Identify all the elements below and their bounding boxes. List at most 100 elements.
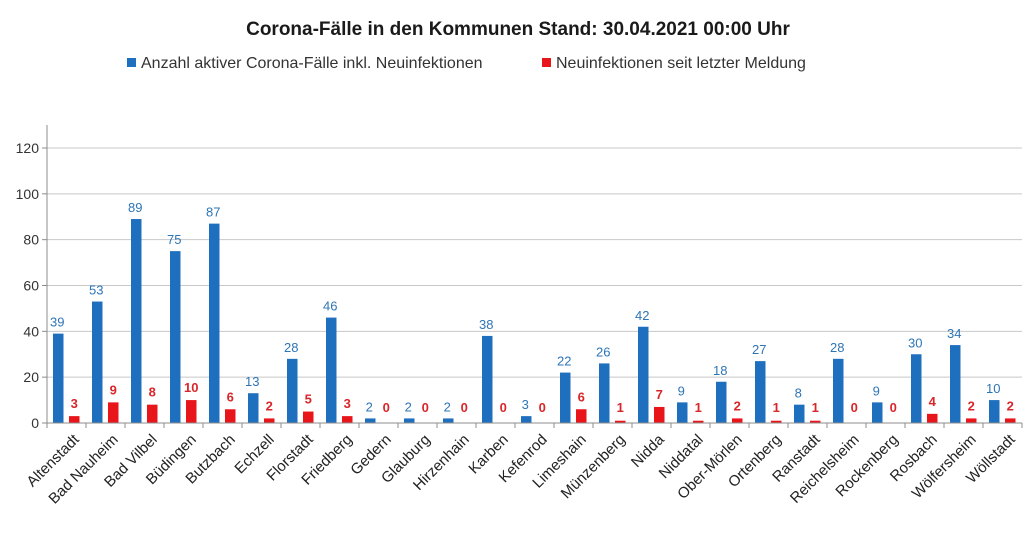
legend-label-active-cases: Anzahl aktiver Corona-Fälle inkl. Neuinf… bbox=[141, 55, 483, 72]
bar-active-cases bbox=[482, 335, 493, 423]
bar-active-cases bbox=[794, 404, 805, 423]
bar-active-cases bbox=[92, 301, 103, 423]
bar-active-cases bbox=[404, 418, 415, 423]
bar-new-infections bbox=[69, 416, 80, 423]
data-label-active-cases: 46 bbox=[323, 299, 337, 314]
data-label-new-infections: 6 bbox=[578, 389, 585, 404]
data-label-active-cases: 53 bbox=[89, 283, 103, 298]
bar-new-infections bbox=[147, 404, 158, 423]
bar-active-cases bbox=[443, 418, 454, 423]
bar-new-infections bbox=[810, 420, 821, 423]
bar-new-infections bbox=[1005, 418, 1016, 423]
bars bbox=[53, 219, 1016, 423]
data-label-active-cases: 13 bbox=[245, 374, 259, 389]
chart-title: Corona-Fälle in den Kommunen Stand: 30.0… bbox=[246, 19, 790, 40]
bar-active-cases bbox=[287, 358, 298, 423]
bar-active-cases bbox=[521, 416, 532, 423]
data-label-new-infections: 8 bbox=[149, 385, 156, 400]
data-label-active-cases: 2 bbox=[366, 399, 373, 414]
bar-new-infections bbox=[654, 406, 665, 423]
y-tick-label: 40 bbox=[23, 323, 39, 339]
bar-new-infections bbox=[225, 409, 236, 423]
bar-active-cases bbox=[365, 418, 376, 423]
data-label-new-infections: 1 bbox=[695, 400, 702, 415]
bar-new-infections bbox=[615, 420, 626, 423]
bar-active-cases bbox=[209, 223, 220, 423]
data-label-active-cases: 42 bbox=[635, 308, 649, 323]
bar-active-cases bbox=[872, 402, 883, 423]
bar-new-infections bbox=[264, 418, 275, 423]
data-label-active-cases: 9 bbox=[678, 383, 685, 398]
data-label-new-infections: 0 bbox=[422, 400, 429, 415]
bar-active-cases bbox=[989, 400, 1000, 423]
data-label-active-cases: 9 bbox=[873, 383, 880, 398]
bar-new-infections bbox=[732, 418, 743, 423]
bar-active-cases bbox=[326, 317, 337, 423]
data-label-new-infections: 10 bbox=[184, 380, 198, 395]
bar-new-infections bbox=[966, 418, 977, 423]
data-label-new-infections: 1 bbox=[617, 400, 624, 415]
data-label-active-cases: 18 bbox=[713, 363, 727, 378]
data-label-new-infections: 2 bbox=[968, 398, 975, 413]
bar-new-infections bbox=[342, 416, 353, 423]
data-label-active-cases: 39 bbox=[50, 315, 64, 330]
legend-label-new-infections: Neuinfektionen seit letzter Meldung bbox=[556, 55, 806, 72]
bar-active-cases bbox=[638, 326, 649, 423]
y-tick-label: 60 bbox=[23, 278, 39, 294]
data-label-active-cases: 75 bbox=[167, 232, 181, 247]
data-label-new-infections: 4 bbox=[929, 394, 937, 409]
y-tick-label: 0 bbox=[31, 415, 39, 431]
data-label-active-cases: 28 bbox=[830, 340, 844, 355]
data-label-new-infections: 2 bbox=[266, 398, 273, 413]
data-label-active-cases: 26 bbox=[596, 344, 610, 359]
bar-new-infections bbox=[108, 402, 119, 423]
data-label-active-cases: 3 bbox=[522, 397, 529, 412]
data-label-active-cases: 34 bbox=[947, 326, 961, 341]
bar-active-cases bbox=[677, 402, 688, 423]
bar-new-infections bbox=[693, 420, 704, 423]
data-label-new-infections: 1 bbox=[812, 400, 819, 415]
data-label-new-infections: 0 bbox=[500, 400, 507, 415]
bar-active-cases bbox=[53, 333, 64, 423]
bar-new-infections bbox=[927, 413, 938, 423]
bar-active-cases bbox=[131, 219, 142, 423]
y-tick-label: 100 bbox=[16, 186, 40, 202]
bar-new-infections bbox=[771, 420, 782, 423]
bar-active-cases bbox=[560, 372, 571, 423]
data-label-new-infections: 0 bbox=[461, 400, 468, 415]
data-label-active-cases: 8 bbox=[795, 386, 802, 401]
data-label-active-cases: 30 bbox=[908, 335, 922, 350]
legend-swatch-new-infections bbox=[542, 58, 551, 67]
bar-new-infections bbox=[186, 400, 197, 423]
y-tick-label: 120 bbox=[16, 140, 40, 156]
y-tick-label: 20 bbox=[23, 369, 39, 385]
data-label-active-cases: 2 bbox=[444, 399, 451, 414]
bar-active-cases bbox=[755, 361, 766, 423]
data-label-active-cases: 89 bbox=[128, 200, 142, 215]
y-tick-label: 80 bbox=[23, 232, 39, 248]
data-label-new-infections: 7 bbox=[656, 387, 663, 402]
bar-active-cases bbox=[950, 345, 961, 423]
data-label-new-infections: 3 bbox=[71, 396, 78, 411]
legend: Anzahl aktiver Corona-Fälle inkl. Neuinf… bbox=[127, 55, 806, 72]
data-label-new-infections: 0 bbox=[539, 400, 546, 415]
data-label-active-cases: 22 bbox=[557, 354, 571, 369]
data-label-active-cases: 2 bbox=[405, 399, 412, 414]
gridlines bbox=[47, 147, 1022, 378]
bar-new-infections bbox=[303, 411, 314, 423]
data-label-active-cases: 28 bbox=[284, 340, 298, 355]
data-label-new-infections: 3 bbox=[344, 396, 351, 411]
data-label-new-infections: 1 bbox=[773, 400, 780, 415]
data-label-new-infections: 0 bbox=[890, 400, 897, 415]
y-axis: 0 20 40 60 80 100 120 bbox=[16, 125, 48, 431]
data-label-active-cases: 87 bbox=[206, 205, 220, 220]
bar-active-cases bbox=[248, 393, 259, 423]
data-label-new-infections: 0 bbox=[383, 400, 390, 415]
legend-swatch-active-cases bbox=[127, 58, 136, 67]
data-label-new-infections: 6 bbox=[227, 389, 234, 404]
data-label-active-cases: 38 bbox=[479, 317, 493, 332]
data-label-new-infections: 5 bbox=[305, 392, 312, 407]
